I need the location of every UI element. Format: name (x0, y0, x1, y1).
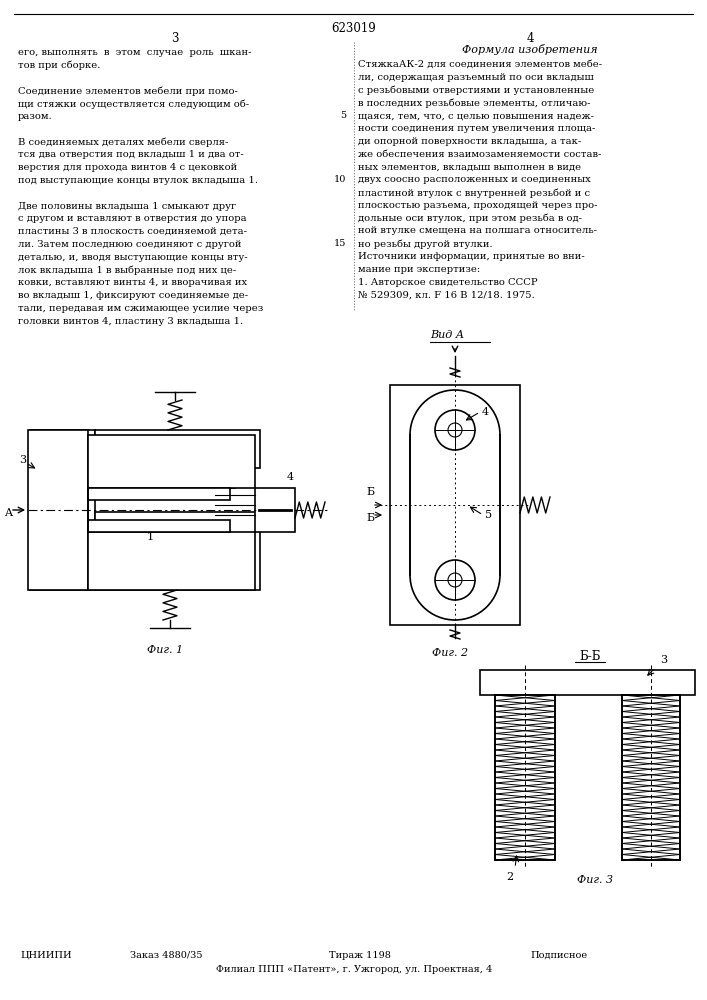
Text: в последних резьбовые элементы, отличаю-: в последних резьбовые элементы, отличаю- (358, 98, 590, 108)
Text: деталью, и, вводя выступающие концы вту-: деталью, и, вводя выступающие концы вту- (18, 253, 247, 262)
Text: ных элементов, вкладыш выполнен в виде: ных элементов, вкладыш выполнен в виде (358, 162, 581, 171)
Text: ли, содержащая разъемный по оси вкладыш: ли, содержащая разъемный по оси вкладыш (358, 73, 594, 82)
Bar (88, 520, 230, 532)
Text: Б-Б: Б-Б (579, 650, 601, 663)
Circle shape (435, 560, 475, 600)
Text: разом.: разом. (18, 112, 52, 121)
Text: 2: 2 (506, 872, 513, 882)
Text: дольные оси втулок, при этом резьба в од-: дольные оси втулок, при этом резьба в од… (358, 214, 582, 223)
Text: 5: 5 (340, 111, 346, 120)
Text: ковки, вставляют винты 4, и вворачивая их: ковки, вставляют винты 4, и вворачивая и… (18, 278, 247, 287)
Text: же обеспечения взаимозаменяемости состав-: же обеспечения взаимозаменяемости состав… (358, 150, 602, 159)
Text: Заказ 4880/35: Заказ 4880/35 (130, 950, 202, 960)
Text: Фиг. 1: Фиг. 1 (147, 645, 183, 655)
Text: тали, передавая им сжимающее усилие через: тали, передавая им сжимающее усилие чере… (18, 304, 263, 313)
Text: A: A (4, 508, 12, 518)
Text: 3: 3 (19, 455, 26, 465)
Text: В соединяемых деталях мебели сверля-: В соединяемых деталях мебели сверля- (18, 138, 228, 147)
Text: но резьбы другой втулки.: но резьбы другой втулки. (358, 239, 493, 249)
Bar (95, 430, 260, 468)
Circle shape (448, 573, 462, 587)
Text: 15: 15 (334, 239, 346, 248)
Circle shape (448, 423, 462, 437)
Text: Фиг. 2: Фиг. 2 (432, 648, 468, 658)
Text: мание при экспертизе:: мание при экспертизе: (358, 265, 480, 274)
Text: во вкладыш 1, фиксируют соединяемые де-: во вкладыш 1, фиксируют соединяемые де- (18, 291, 248, 300)
Text: ди опорной поверхности вкладыша, а так-: ди опорной поверхности вкладыша, а так- (358, 137, 581, 146)
Text: Формула изобретения: Формула изобретения (462, 44, 598, 55)
Text: Вид А: Вид А (430, 330, 464, 340)
Text: с резьбовыми отверстиями и установленные: с резьбовыми отверстиями и установленные (358, 86, 595, 95)
Text: Соединение элементов мебели при помо-: Соединение элементов мебели при помо- (18, 86, 238, 96)
Text: лок вкладыша 1 в выбранные под них це-: лок вкладыша 1 в выбранные под них це- (18, 266, 236, 275)
Bar (495, 695, 555, 860)
Bar (495, 695, 555, 860)
Text: Фиг. 3: Фиг. 3 (577, 875, 613, 885)
Text: 4: 4 (526, 32, 534, 45)
Text: 4: 4 (286, 472, 293, 482)
Text: 3: 3 (660, 655, 667, 665)
Text: тов при сборке.: тов при сборке. (18, 61, 100, 70)
Text: 623019: 623019 (332, 22, 376, 35)
Text: головки винтов 4, пластину 3 вкладыша 1.: головки винтов 4, пластину 3 вкладыша 1. (18, 317, 243, 326)
Bar (480, 670, 695, 695)
Text: 4: 4 (482, 407, 489, 417)
Text: щи стяжки осуществляется следующим об-: щи стяжки осуществляется следующим об- (18, 99, 249, 109)
Text: тся два отверстия под вкладыш 1 и два от-: тся два отверстия под вкладыш 1 и два от… (18, 150, 244, 159)
Bar (28, 430, 88, 590)
Text: 1. Авторское свидетельство СССР: 1. Авторское свидетельство СССР (358, 278, 537, 287)
Text: 10: 10 (334, 175, 346, 184)
Text: пластины 3 в плоскость соединяемой дета-: пластины 3 в плоскость соединяемой дета- (18, 227, 247, 236)
Text: 1: 1 (146, 532, 153, 542)
Text: ности соединения путем увеличения площа-: ности соединения путем увеличения площа- (358, 124, 595, 133)
Text: ной втулке смещена на полшага относитель-: ной втулке смещена на полшага относитель… (358, 226, 597, 235)
Text: Тираж 1198: Тираж 1198 (329, 950, 391, 960)
Text: Б: Б (366, 487, 374, 497)
Bar (30, 430, 95, 590)
Text: Филиал ППП «Патент», г. Ужгород, ул. Проектная, 4: Филиал ППП «Патент», г. Ужгород, ул. Про… (216, 966, 492, 974)
Bar (622, 695, 680, 860)
Bar (88, 435, 255, 488)
Bar (88, 488, 230, 500)
Text: с другом и вставляют в отверстия до упора: с другом и вставляют в отверстия до упор… (18, 214, 247, 223)
Text: верстия для прохода винтов 4 с цековкой: верстия для прохода винтов 4 с цековкой (18, 163, 238, 172)
Text: 3: 3 (171, 32, 179, 45)
Text: щаяся, тем, что, с целью повышения надеж-: щаяся, тем, что, с целью повышения надеж… (358, 111, 594, 120)
Text: плоскостью разъема, проходящей через про-: плоскостью разъема, проходящей через про… (358, 201, 597, 210)
Bar (255, 488, 295, 532)
Text: ли. Затем последнюю соединяют с другой: ли. Затем последнюю соединяют с другой (18, 240, 242, 249)
Text: двух соосно расположенных и соединенных: двух соосно расположенных и соединенных (358, 175, 591, 184)
Text: ЦНИИПИ: ЦНИИПИ (20, 950, 71, 960)
Text: Подписное: Подписное (530, 950, 587, 960)
Text: 5: 5 (485, 510, 492, 520)
Text: СтяжкаАК-2 для соединения элементов мебе-: СтяжкаАК-2 для соединения элементов мебе… (358, 60, 602, 69)
Bar (95, 512, 260, 590)
Text: № 529309, кл. F 16 B 12/18. 1975.: № 529309, кл. F 16 B 12/18. 1975. (358, 290, 534, 299)
Text: его, выполнять  в  этом  случае  роль  шкан-: его, выполнять в этом случае роль шкан- (18, 48, 252, 57)
Bar (95, 470, 235, 488)
Bar (622, 695, 680, 860)
Circle shape (435, 410, 475, 450)
Text: под выступающие концы втулок вкладыша 1.: под выступающие концы втулок вкладыша 1. (18, 176, 258, 185)
Text: Б: Б (366, 513, 374, 523)
Text: Источники информации, принятые во вни-: Источники информации, принятые во вни- (358, 252, 585, 261)
Text: Две половины вкладыша 1 смыкают друг: Две половины вкладыша 1 смыкают друг (18, 202, 236, 211)
Bar (390, 385, 520, 625)
Text: пластиной втулок с внутренней резьбой и с: пластиной втулок с внутренней резьбой и … (358, 188, 590, 198)
Bar (88, 532, 255, 590)
